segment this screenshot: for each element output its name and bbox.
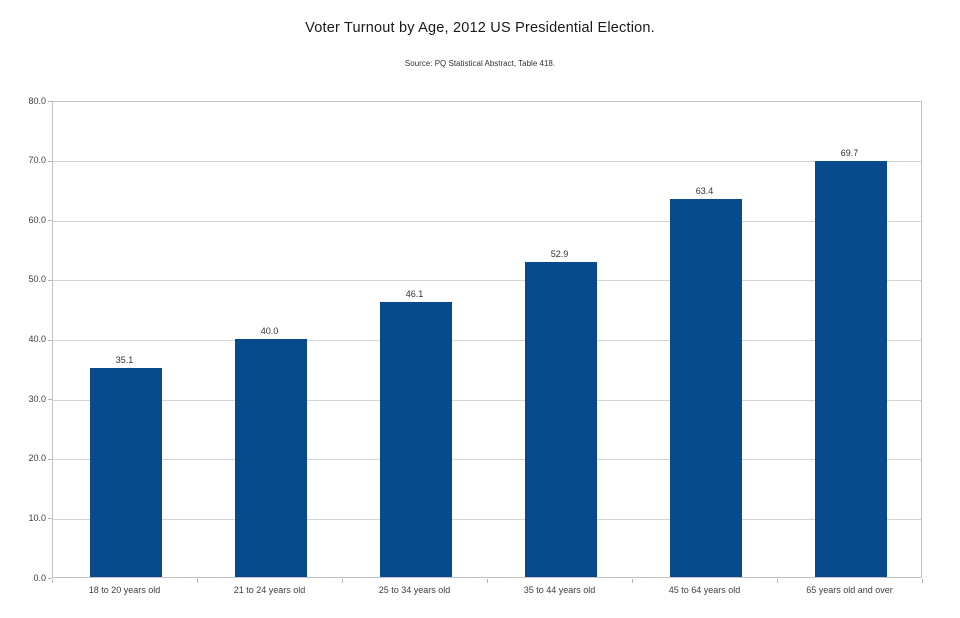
x-axis-tick [487,579,488,583]
y-axis-tick [48,279,52,281]
x-axis-tick [342,579,343,583]
x-axis-category-label: 65 years old and over [806,585,893,595]
bar-2 [234,338,307,577]
x-axis-tick [922,579,923,583]
plot-area [52,101,922,578]
y-axis-tick [48,518,52,520]
y-axis-tick [48,101,52,102]
y-gridline [53,518,921,520]
chart-title: Voter Turnout by Age, 2012 US Presidenti… [305,20,655,36]
bar-value-label: 35.1 [115,354,134,365]
bar-1 [89,367,162,577]
bar-value-label: 52.9 [550,248,569,259]
y-axis-tick-label: 20.0 [28,453,46,464]
y-axis-tick-label: 0.0 [33,572,46,583]
x-axis-tick [197,579,198,583]
x-axis-category-label: 21 to 24 years old [233,585,306,595]
chart-subtitle: Source: PQ Statistical Abstract, Table 4… [404,59,556,68]
bar-value-label: 69.7 [840,148,859,159]
y-gridline [53,459,921,461]
y-axis-tick-label: 60.0 [28,214,46,225]
y-axis-tick [48,339,52,341]
y-gridline [53,220,921,222]
x-axis-tick [52,579,53,583]
bar-6 [814,161,887,577]
y-axis-tick-label: 30.0 [28,393,46,404]
y-axis-tick-label: 10.0 [28,512,46,523]
y-axis-tick-label: 40.0 [28,334,46,344]
y-axis-tick [48,220,52,222]
y-axis-tick [48,578,52,579]
y-gridline [53,340,921,341]
x-axis-category-label: 25 to 34 years old [378,585,451,595]
x-axis-tick [777,579,778,583]
y-axis-tick [48,160,52,162]
bar-value-label: 40.0 [260,325,279,336]
x-axis-category-label: 18 to 20 years old [88,585,161,595]
bar-value-label: 46.1 [405,289,424,300]
bar-5 [669,198,742,577]
x-axis-tick [632,579,633,583]
y-gridline [53,280,921,282]
y-axis-tick-label: 70.0 [28,155,46,166]
y-axis-tick [48,458,52,460]
x-axis-category-label: 45 to 64 years old [668,585,741,595]
bar-4 [524,261,597,577]
x-axis-category-label: 35 to 44 years old [523,585,596,595]
bar-value-label: 63.4 [695,185,714,196]
y-axis-tick-label: 50.0 [28,274,46,285]
y-axis-tick [48,399,52,401]
y-axis-tick-label: 80.0 [28,95,46,106]
y-gridline [53,161,921,163]
y-gridline [53,399,921,401]
bar-3 [379,302,452,577]
